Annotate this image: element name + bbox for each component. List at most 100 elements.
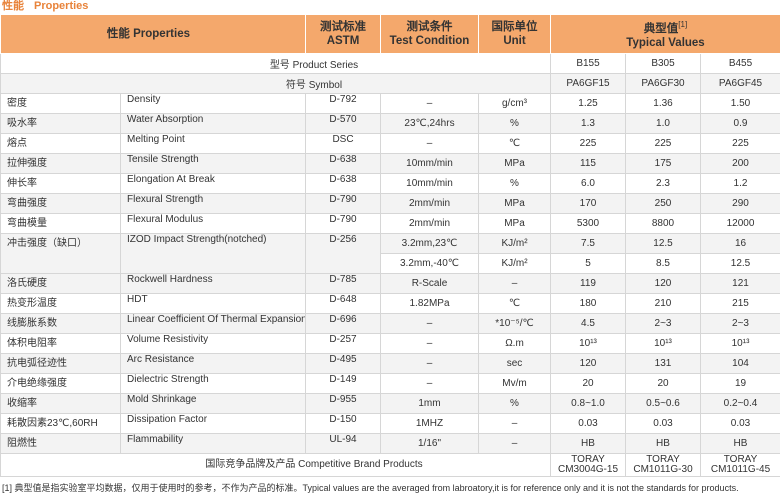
astm-text: D-638 (329, 174, 357, 186)
table-row: 型号 Product Series B155 B305 B455 (0, 53, 780, 74)
value: HB (699, 433, 780, 454)
property-en: Melting Point (120, 133, 306, 154)
property-cn: 抗电弧径迹性 (0, 353, 121, 374)
property-cn-text: 收缩率 (7, 398, 37, 409)
property-en-text: Melting Point (127, 134, 185, 146)
unit: – (478, 433, 551, 454)
product_series-label-text: Product Series (292, 60, 359, 71)
symbol-label-text: 符号 (285, 80, 306, 91)
property-en: Flexural Modulus (120, 213, 306, 234)
astm: D-256 (305, 233, 381, 274)
unit-text: % (510, 398, 519, 409)
symbol-value-text: PA6GF30 (641, 78, 685, 89)
condition: 1MHZ (380, 413, 479, 434)
competitive-product: TORAY CM1011G-45 (699, 453, 780, 477)
astm-text: D-495 (329, 354, 357, 366)
product_series-value-text: B155 (576, 58, 600, 69)
condition: 1/16" (380, 433, 479, 454)
property-en-text: Flammability (127, 434, 184, 446)
unit-text: MPa (504, 198, 525, 209)
table-row: 3.2mm,-40℃ KJ/m² 5 8.5 12.5 (1, 253, 780, 274)
property-cn: 伸长率 (0, 173, 121, 194)
value: 19 (699, 373, 780, 394)
product_series-label-text: 型号 (269, 60, 290, 71)
astm: D-257 (305, 333, 381, 354)
property-cn-text: 弯曲强度 (7, 198, 47, 209)
unit: sec (478, 353, 551, 374)
competitive-label-text: Competitive Brand Products (298, 459, 423, 470)
value: 104 (699, 353, 780, 374)
astm-text: D-149 (329, 374, 357, 386)
table-row: 性能 Properties 测试标准 ASTM 测试条件 Test Condition 国… (0, 14, 780, 54)
condition-text: 1.82MPa (409, 298, 450, 309)
unit-text: – (511, 438, 518, 449)
property-en-text: Density (127, 94, 161, 106)
header-typical-text: 典型值 (643, 22, 679, 35)
value-text: 104 (732, 358, 749, 369)
value: 131 (625, 353, 701, 374)
condition: 3.2mm,23℃ (380, 233, 479, 254)
property-cn: 熔点 (0, 133, 121, 154)
property-en: Elongation At Break (120, 173, 306, 194)
value-text: 7.5 (581, 238, 595, 249)
unit: MPa (478, 153, 551, 174)
value-text: 290 (732, 198, 749, 209)
condition: R-Scale (380, 273, 479, 294)
unit-text: *10⁻⁵/℃ (495, 318, 534, 329)
value-text: 2.3 (656, 178, 670, 189)
unit: % (478, 393, 551, 414)
condition: – (380, 333, 479, 354)
value: 10¹³ (699, 333, 780, 354)
property-en: Arc Resistance (120, 353, 306, 374)
header-astm-text: 测试标准 (320, 21, 366, 33)
value: 175 (625, 153, 701, 174)
table-body: 性能 Properties 测试标准 ASTM 测试条件 Test Condition 国… (0, 14, 780, 477)
property-cn: 冲击强度（缺口） (0, 233, 121, 274)
astm-text: D-150 (329, 414, 357, 426)
value-text: 121 (732, 278, 749, 289)
property-en: Rockwell Hardness (120, 273, 306, 294)
condition: – (380, 313, 479, 334)
table-row: 弯曲模量 Flexural Modulus D-790 2mm/min MPa 5300 8… (0, 213, 780, 234)
unit-text: g/cm³ (502, 98, 527, 109)
header-typical: 典型值[1] Typical Values (549, 14, 780, 54)
property-en-text: IZOD Impact Strength(notched) (127, 234, 267, 246)
value-text: 8800 (651, 218, 675, 229)
value-text: 0.2~0.4 (723, 398, 758, 409)
table-row: 冲击强度（缺口） IZOD Impact Strength(notched) D-2… (0, 233, 780, 274)
property-en: Volume Resistivity (120, 333, 306, 354)
condition-text: 2mm/min (408, 218, 451, 229)
value: 20 (550, 373, 626, 394)
unit-text: Ω.m (505, 338, 524, 349)
property-en-text: Arc Resistance (127, 354, 195, 366)
value: 5 (550, 253, 626, 274)
symbol-value-text: PA6GF15 (566, 78, 610, 89)
condition: – (380, 353, 479, 374)
unit: g/cm³ (478, 93, 551, 114)
astm: D-638 (305, 153, 381, 174)
value-text: 0.8~1.0 (571, 398, 605, 409)
table-row: 拉伸强度 Tensile Strength D-638 10mm/min MPa 115 1… (0, 153, 780, 174)
value-text: 225 (654, 138, 672, 149)
value: 225 (699, 133, 780, 154)
property-en: Mold Shrinkage (120, 393, 306, 414)
condition: 10mm/min (380, 173, 479, 194)
value-text: 12000 (726, 218, 755, 229)
unit: % (478, 113, 551, 134)
condition-text: 23℃,24hrs (404, 118, 455, 129)
value-text: 175 (654, 158, 672, 169)
symbol-label: 符号 Symbol (0, 73, 551, 94)
competitive-product: TORAY CM3004G-15 (550, 453, 626, 477)
value: 1.3 (550, 113, 626, 134)
property-en-text: Flexural Modulus (127, 214, 204, 226)
value: 180 (550, 293, 626, 314)
table-row: 国际竞争品牌及产品 Competitive Brand Products TORA… (0, 453, 780, 477)
property-cn-text: 线膨胀系数 (7, 318, 57, 329)
value-text: 200 (732, 158, 749, 169)
condition-text: – (426, 378, 433, 389)
table-row: 符号 Symbol PA6GF15 PA6GF30 PA6GF45 (0, 73, 780, 94)
header-unit-text: Unit (503, 35, 526, 47)
value: 12.5 (699, 253, 780, 274)
astm: UL-94 (305, 433, 381, 454)
